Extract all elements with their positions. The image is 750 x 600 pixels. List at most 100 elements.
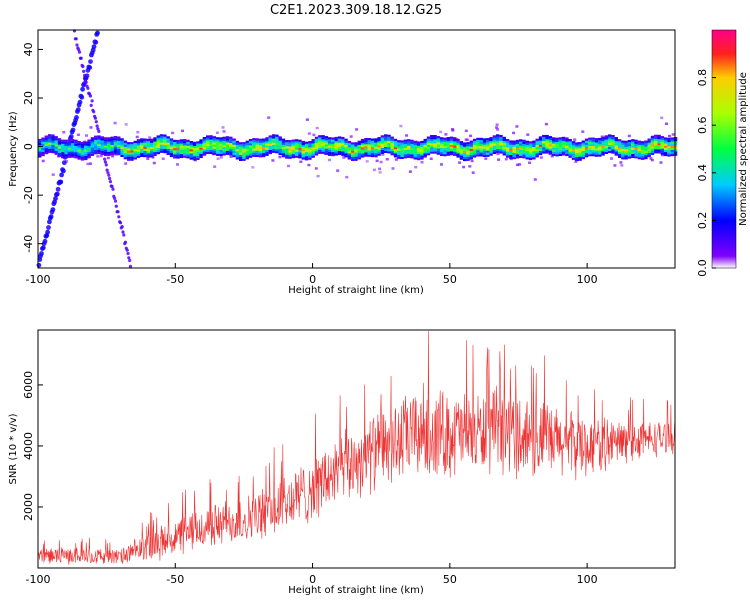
heatmap-band-cell bbox=[314, 140, 319, 144]
heatmap-band-cell bbox=[370, 138, 375, 141]
heatmap-trace-cell bbox=[45, 229, 50, 235]
heatmap-band-cell bbox=[334, 141, 338, 144]
heatmap-band-cell bbox=[568, 139, 572, 142]
heatmap-band-cell bbox=[196, 151, 200, 154]
heatmap-band-cell bbox=[41, 139, 45, 142]
heatmap-band-cell bbox=[667, 150, 671, 153]
heatmap-band-cell bbox=[245, 155, 249, 158]
heatmap-band-cell bbox=[192, 152, 197, 155]
heatmap-band-cell bbox=[311, 139, 315, 142]
heatmap-band-cell bbox=[41, 149, 45, 152]
heatmap-band-cell bbox=[331, 151, 335, 155]
heatmap-band-cell bbox=[169, 146, 174, 149]
heatmap-band-cell bbox=[242, 144, 246, 147]
heatmap-band-cell bbox=[314, 149, 319, 152]
heatmap-band-cell bbox=[235, 142, 240, 145]
heatmap-band-cell bbox=[644, 142, 648, 145]
heatmap-band-cell bbox=[57, 140, 62, 143]
heatmap-band-cell bbox=[334, 143, 338, 146]
heatmap-band-cell bbox=[206, 147, 210, 150]
heatmap-band-cell bbox=[47, 134, 52, 137]
heatmap-band-cell bbox=[176, 154, 180, 157]
heatmap-band-cell bbox=[235, 149, 240, 152]
heatmap-band-cell bbox=[588, 152, 592, 155]
heatmap-band-cell bbox=[360, 138, 365, 142]
heatmap-band-cell bbox=[74, 152, 78, 155]
heatmap-band-cell bbox=[318, 135, 322, 138]
heatmap-noise-cell bbox=[515, 125, 519, 128]
heatmap-band-cell bbox=[219, 141, 223, 144]
heatmap-trace-cell bbox=[110, 184, 114, 189]
heatmap-band-cell bbox=[143, 152, 147, 156]
heatmap-band-cell bbox=[512, 152, 516, 156]
heatmap-band-cell bbox=[608, 140, 612, 143]
heatmap-band-cell bbox=[133, 144, 137, 148]
heatmap-band-cell bbox=[364, 154, 368, 157]
heatmap-band-cell bbox=[469, 153, 473, 156]
heatmap-band-cell bbox=[38, 153, 42, 156]
heatmap-trace-cell bbox=[81, 64, 85, 69]
heatmap-band-cell bbox=[252, 146, 256, 149]
heatmap-band-cell bbox=[390, 142, 394, 145]
heatmap-band-cell bbox=[295, 145, 299, 148]
heatmap-band-cell bbox=[225, 148, 230, 151]
heatmap-band-cell bbox=[84, 147, 88, 150]
heatmap-band-cell bbox=[472, 149, 477, 152]
heatmap-trace-cell bbox=[74, 37, 78, 41]
heatmap-band-cell bbox=[472, 140, 477, 143]
heatmap-band-cell bbox=[156, 139, 160, 142]
heatmap-band-cell bbox=[146, 138, 151, 142]
heatmap-noise-cell bbox=[135, 135, 139, 139]
heatmap-band-cell bbox=[57, 144, 62, 147]
heatmap-noise-cell bbox=[471, 171, 475, 174]
heatmap-band-cell bbox=[621, 146, 625, 149]
heatmap-band-cell bbox=[219, 137, 223, 140]
heatmap-band-cell bbox=[67, 143, 72, 146]
heatmap-band-cell bbox=[255, 148, 259, 151]
heatmap-band-cell bbox=[245, 142, 249, 145]
heatmap-band-cell bbox=[268, 139, 272, 142]
heatmap-band-cell bbox=[271, 136, 276, 139]
heatmap-band-cell bbox=[558, 143, 562, 146]
heatmap-band-cell bbox=[647, 150, 651, 154]
heatmap-noise-cell bbox=[573, 139, 577, 142]
heatmap-band-cell bbox=[196, 141, 200, 144]
heatmap-band-cell bbox=[565, 149, 569, 152]
heatmap-band-cell bbox=[232, 146, 236, 149]
heatmap-band-cell bbox=[357, 151, 361, 154]
heatmap-band-cell bbox=[278, 150, 282, 154]
heatmap-band-cell bbox=[206, 135, 210, 138]
heatmap-band-cell bbox=[621, 151, 625, 154]
heatmap-trace-cell bbox=[89, 103, 93, 107]
heatmap-band-cell bbox=[664, 137, 668, 140]
heatmap-band-cell bbox=[54, 150, 58, 153]
heatmap-band-cell bbox=[100, 144, 104, 147]
heatmap-noise-cell bbox=[610, 157, 613, 160]
heatmap-band-cell bbox=[548, 152, 553, 155]
heatmap-band-cell bbox=[463, 154, 467, 157]
heatmap-band-cell bbox=[548, 142, 553, 145]
heatmap-band-cell bbox=[660, 152, 665, 155]
heatmap-band-cell bbox=[479, 150, 483, 153]
heatmap-band-cell bbox=[479, 148, 483, 151]
heatmap-band-cell bbox=[321, 135, 325, 138]
heatmap-band-cell bbox=[219, 139, 223, 142]
heatmap-band-cell bbox=[436, 136, 441, 139]
heatmap-band-cell bbox=[604, 149, 609, 152]
heatmap-band-cell bbox=[502, 151, 506, 154]
heatmap-noise-cell bbox=[89, 126, 93, 129]
heatmap-band-cell bbox=[357, 142, 361, 145]
heatmap-band-cell bbox=[209, 141, 213, 144]
heatmap-band-cell bbox=[555, 141, 559, 144]
heatmap-band-cell bbox=[486, 144, 490, 147]
heatmap-noise-cell bbox=[99, 154, 103, 158]
heatmap-trace-cell bbox=[121, 230, 125, 234]
heatmap-band-cell bbox=[90, 151, 95, 154]
heatmap-band-cell bbox=[318, 141, 322, 144]
heatmap-band-cell bbox=[423, 143, 427, 146]
heatmap-band-cell bbox=[100, 150, 104, 153]
heatmap-band-cell bbox=[667, 139, 671, 143]
heatmap-band-cell bbox=[186, 148, 190, 151]
heatmap-band-cell bbox=[74, 156, 78, 159]
heatmap-noise-cell bbox=[375, 159, 379, 163]
